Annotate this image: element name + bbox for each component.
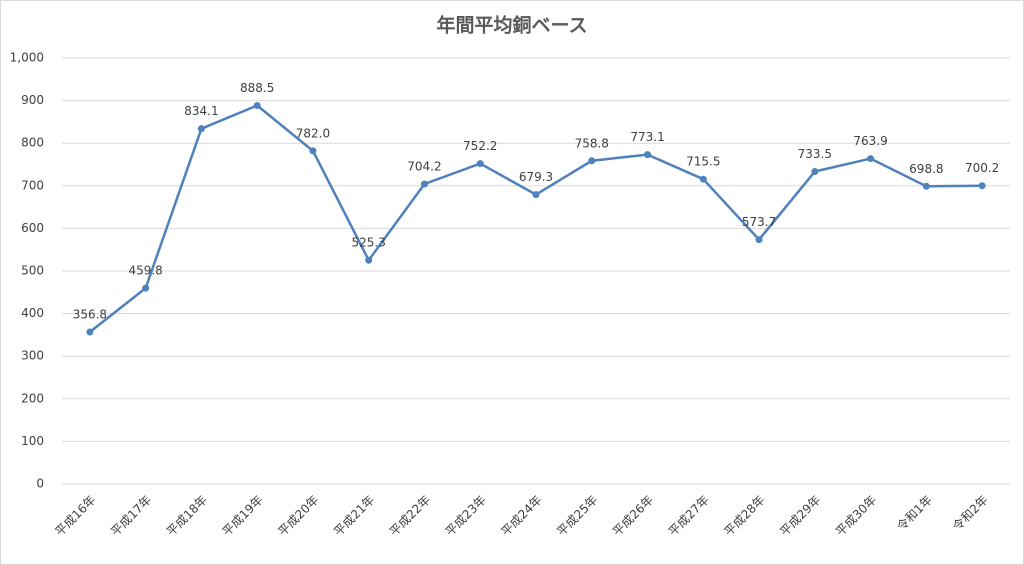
point	[699, 175, 707, 183]
point	[644, 151, 652, 159]
point	[365, 256, 373, 264]
data-label: 459.8	[128, 264, 162, 278]
y-tick-label: 600	[21, 221, 44, 235]
data-label: 834.1	[184, 104, 218, 118]
chart-title: 年間平均銅ベース	[436, 14, 587, 37]
y-tick-label: 0	[36, 477, 44, 491]
y-tick-label: 200	[21, 391, 44, 405]
data-label: 704.2	[407, 160, 441, 174]
y-tick-label: 300	[21, 349, 44, 363]
y-tick-label: 800	[21, 136, 44, 150]
point	[420, 180, 428, 188]
point	[588, 157, 596, 165]
point	[309, 147, 317, 155]
data-label: 763.9	[853, 134, 887, 148]
point	[532, 191, 540, 199]
data-label: 525.3	[352, 236, 386, 250]
data-label: 733.5	[798, 147, 832, 161]
y-tick-label: 100	[21, 434, 44, 448]
y-tick-label: 500	[21, 264, 44, 278]
point	[811, 168, 819, 176]
point	[978, 182, 986, 190]
data-label: 573.7	[742, 215, 776, 229]
point	[922, 182, 930, 190]
data-label: 698.8	[909, 162, 943, 176]
point	[142, 284, 150, 292]
data-label: 888.5	[240, 81, 274, 95]
data-label: 782.0	[296, 126, 330, 140]
y-tick-label: 400	[21, 306, 44, 320]
point	[197, 125, 205, 133]
point	[867, 155, 875, 163]
point	[253, 101, 261, 109]
data-label: 356.8	[73, 308, 107, 322]
data-label: 773.1	[630, 130, 664, 144]
data-label: 752.2	[463, 139, 497, 153]
y-tick-label: 900	[21, 93, 44, 107]
data-label: 715.5	[686, 155, 720, 169]
data-label: 700.2	[965, 161, 999, 175]
point	[755, 236, 763, 244]
y-tick-label: 700	[21, 178, 44, 192]
point	[476, 160, 484, 168]
point	[86, 328, 94, 336]
data-label: 679.3	[519, 170, 553, 184]
data-label: 758.8	[575, 136, 609, 150]
y-tick-label: 1,000	[10, 51, 44, 65]
